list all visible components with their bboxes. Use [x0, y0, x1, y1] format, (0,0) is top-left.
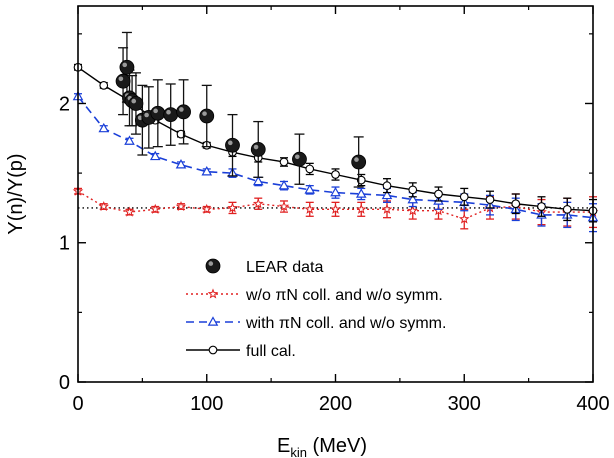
- legend-label: w/o πN coll. and w/o symm.: [245, 287, 443, 304]
- data-point: [207, 316, 219, 326]
- data-point: [252, 198, 264, 209]
- data-point: [355, 188, 367, 198]
- data-point-highlight: [153, 108, 158, 114]
- data-point: [381, 189, 393, 200]
- data-point: [331, 170, 340, 179]
- data-point: [124, 135, 135, 145]
- data-point-highlight: [294, 154, 300, 160]
- data-point: [201, 165, 213, 176]
- ticks-layer: 0 100 200 300 400 0 1 2: [59, 6, 610, 415]
- legend-label: LEAR data: [246, 259, 323, 276]
- y-tick-label: 0: [59, 372, 70, 394]
- data-point: [278, 179, 290, 190]
- data-point: [99, 81, 109, 90]
- data-point: [292, 151, 307, 167]
- data-point: [227, 202, 238, 213]
- data-point-highlight: [208, 261, 214, 266]
- data-point: [176, 129, 186, 139]
- data-point: [149, 150, 161, 161]
- series-group: [72, 185, 599, 230]
- data-point: [98, 200, 110, 212]
- data-point: [330, 186, 341, 197]
- data-point: [175, 159, 187, 169]
- legend: LEAR data w/o πN coll. and w/o symm. with …: [186, 258, 446, 360]
- data-point: [356, 175, 366, 185]
- data-point-highlight: [131, 98, 137, 104]
- data-point: [128, 96, 144, 111]
- legend-item: w/o πN coll. and w/o symm.: [186, 287, 443, 304]
- x-tick-label: 100: [190, 393, 223, 415]
- x-axis-title-unit: (MeV): [307, 435, 367, 457]
- x-axis-title-main: E: [277, 435, 290, 457]
- data-point: [199, 108, 215, 124]
- data-point: [304, 184, 316, 194]
- data-point: [305, 164, 315, 174]
- x-tick-label: 0: [72, 393, 83, 415]
- data-point: [458, 213, 470, 224]
- data-point: [407, 205, 419, 216]
- data-point: [163, 107, 179, 123]
- legend-label: full cal.: [246, 343, 296, 360]
- data-point: [355, 203, 367, 214]
- data-point: [434, 189, 443, 199]
- data-point-highlight: [122, 62, 128, 68]
- x-tick-label: 300: [448, 393, 481, 415]
- data-point: [124, 206, 135, 217]
- data-point: [382, 181, 392, 190]
- legend-item: full cal.: [186, 343, 296, 360]
- data-point: [562, 204, 572, 214]
- data-point-highlight: [354, 157, 359, 162]
- data-point: [207, 288, 219, 299]
- data-point: [149, 203, 161, 214]
- x-tick-label: 200: [319, 393, 352, 415]
- y-tick-label: 1: [59, 233, 70, 255]
- data-point: [119, 59, 135, 75]
- x-axis-title-sub: kin: [290, 445, 307, 458]
- x-tick-label: 400: [576, 393, 609, 415]
- data-point-highlight: [253, 144, 259, 150]
- legend-item: with πN coll. and w/o symm.: [186, 315, 446, 332]
- data-point-highlight: [179, 107, 184, 112]
- data-point: [408, 185, 418, 195]
- data-point: [279, 157, 289, 167]
- data-point: [381, 203, 393, 214]
- data-point: [150, 105, 166, 121]
- data-point: [201, 203, 213, 214]
- y-axis-title: Y(n)/Y(p): [5, 153, 27, 234]
- data-point: [176, 104, 191, 120]
- series-line: [77, 96, 594, 219]
- data-point-highlight: [166, 109, 171, 115]
- data-point: [250, 142, 266, 157]
- data-point: [252, 175, 264, 186]
- x-axis-title: Ekin (MeV): [277, 435, 367, 458]
- data-point: [304, 203, 316, 214]
- data-point: [208, 345, 218, 355]
- data-point: [459, 192, 469, 202]
- data-point: [115, 73, 131, 89]
- data-point: [278, 200, 290, 212]
- legend-label: with πN coll. and w/o symm.: [245, 315, 446, 332]
- data-point: [511, 199, 521, 209]
- series-group: [115, 31, 367, 188]
- data-point: [205, 258, 221, 274]
- data-point: [351, 154, 367, 170]
- data-point-highlight: [137, 115, 143, 121]
- data-point: [537, 202, 546, 211]
- legend-item: LEAR data: [205, 258, 323, 276]
- data-point: [330, 203, 341, 214]
- series-layer: [72, 31, 599, 233]
- data-point: [407, 193, 419, 204]
- data-point-highlight: [202, 111, 207, 116]
- series-line: [77, 190, 593, 220]
- data-point: [175, 200, 187, 212]
- data-point: [98, 122, 110, 133]
- data-point: [225, 137, 240, 153]
- data-point-highlight: [118, 76, 124, 82]
- data-point: [485, 195, 495, 204]
- data-point-highlight: [228, 140, 233, 146]
- data-point-highlight: [144, 112, 149, 118]
- y-tick-label: 2: [59, 93, 70, 115]
